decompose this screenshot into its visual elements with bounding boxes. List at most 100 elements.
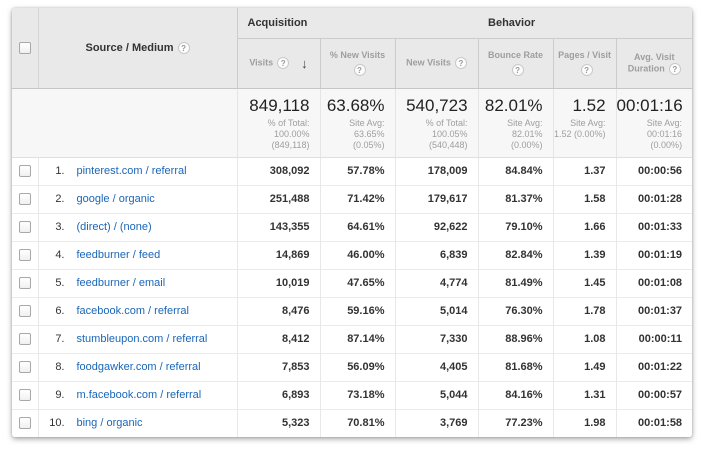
bounce-rate-value: 81.49%	[478, 268, 554, 297]
row-checkbox[interactable]	[18, 193, 31, 206]
table-row: 10. bing / organic 5,323 70.81% 3,769 77.…	[12, 408, 692, 437]
row-checkbox[interactable]	[18, 333, 31, 346]
new-visits-value: 4,774	[395, 268, 479, 297]
col-header-source-medium[interactable]: Source / Medium?	[38, 8, 238, 89]
col-header-bounce-rate[interactable]: Bounce Rate ?	[478, 38, 554, 89]
table-row: 2. google / organic 251,488 71.42% 179,61…	[12, 184, 692, 213]
row-checkbox[interactable]	[18, 417, 31, 430]
row-checkbox[interactable]	[18, 165, 31, 178]
totals-avg-visit-duration: 00:01:16 Site Avg: 00:01:16 (0.00%)	[616, 88, 692, 158]
avg-visit-duration-value: 00:00:11	[616, 324, 692, 353]
help-icon[interactable]: ?	[580, 64, 593, 76]
bounce-rate-value: 79.10%	[478, 212, 554, 241]
analytics-table-card: Source / Medium? Acquisition Behavior Vi…	[12, 8, 692, 437]
avg-visit-duration-value: 00:01:19	[616, 240, 692, 269]
table-row: 4. feedburner / feed 14,869 46.00% 6,839 …	[12, 240, 692, 269]
help-icon[interactable]: ?	[668, 62, 681, 75]
bounce-rate-value: 88.96%	[478, 324, 554, 353]
source-medium-link[interactable]: foodgawker.com / referral	[76, 361, 201, 373]
source-medium-link[interactable]: pinterest.com / referral	[76, 165, 187, 177]
help-icon[interactable]: ?	[511, 64, 524, 76]
totals-new-visits: 540,723 % of Total: 100.05% (540,448)	[395, 88, 479, 158]
new-visits-pct-value: 57.78%	[320, 156, 396, 185]
new-visits-value: 4,405	[395, 352, 479, 381]
avg-visit-duration-value: 00:01:22	[616, 352, 692, 381]
source-medium-link[interactable]: stumbleupon.com / referral	[76, 333, 208, 345]
new-visits-value: 5,014	[395, 296, 479, 325]
row-checkbox[interactable]	[18, 277, 31, 290]
new-visits-pct-value: 73.18%	[320, 380, 396, 409]
row-checkbox-cell	[12, 380, 39, 409]
new-visits-value: 5,044	[395, 380, 479, 409]
bounce-rate-value: 84.16%	[478, 380, 554, 409]
pages-per-visit-value: 1.45	[553, 268, 617, 297]
col-header-visits[interactable]: Visits? ↓	[237, 38, 321, 89]
totals-row: 849,118 % of Total: 100.00% (849,118) 63…	[12, 88, 692, 158]
row-checkbox[interactable]	[18, 361, 31, 374]
source-medium-link[interactable]: m.facebook.com / referral	[76, 389, 202, 401]
visits-value: 6,893	[237, 380, 321, 409]
new-visits-value: 92,622	[395, 212, 479, 241]
row-checkbox[interactable]	[18, 249, 31, 262]
source-medium-link[interactable]: feedburner / feed	[76, 249, 161, 261]
avg-visit-duration-value: 00:01:58	[616, 408, 692, 437]
visits-value: 8,476	[237, 296, 321, 325]
row-checkbox[interactable]	[18, 221, 31, 234]
visits-value: 8,412	[237, 324, 321, 353]
pages-per-visit-value: 1.31	[553, 380, 617, 409]
table-row: 5. feedburner / email 10,019 47.65% 4,774…	[12, 268, 692, 297]
new-visits-value: 3,769	[395, 408, 479, 437]
bounce-rate-value: 81.68%	[478, 352, 554, 381]
new-visits-value: 7,330	[395, 324, 479, 353]
pages-per-visit-value: 1.39	[553, 240, 617, 269]
visits-value: 14,869	[237, 240, 321, 269]
source-medium-link[interactable]: bing / organic	[76, 417, 143, 430]
row-number: 2.	[55, 193, 65, 205]
help-icon[interactable]: ?	[277, 57, 290, 69]
row-checkbox[interactable]	[18, 305, 31, 318]
table-row: 1. pinterest.com / referral 308,092 57.78…	[12, 156, 692, 185]
source-medium-link[interactable]: google / organic	[76, 193, 155, 205]
source-medium-link[interactable]: (direct) / (none)	[76, 221, 152, 233]
help-icon[interactable]: ?	[454, 57, 467, 69]
new-visits-value: 178,009	[395, 156, 479, 185]
new-visits-pct-value: 47.65%	[320, 268, 396, 297]
row-checkbox-cell	[12, 268, 39, 297]
row-number: 4.	[55, 249, 65, 261]
source-medium-link[interactable]: feedburner / email	[76, 277, 166, 289]
sort-desc-icon: ↓	[301, 55, 308, 71]
select-all-checkbox[interactable]	[18, 41, 31, 54]
col-header-new-visits[interactable]: New Visits?	[395, 38, 479, 89]
new-visits-pct-value: 46.00%	[320, 240, 396, 269]
source-cell: 1. pinterest.com / referral	[38, 156, 238, 185]
row-number: 3.	[55, 221, 65, 233]
row-number: 7.	[55, 333, 65, 345]
new-visits-pct-value: 70.81%	[320, 408, 396, 437]
new-visits-pct-value: 64.61%	[320, 212, 396, 241]
new-visits-pct-value: 59.16%	[320, 296, 396, 325]
col-header-avg-visit-duration[interactable]: Avg. Visit Duration?	[616, 38, 692, 89]
bounce-rate-value: 84.84%	[478, 156, 554, 185]
table-row: 6. facebook.com / referral 8,476 59.16% 5…	[12, 296, 692, 325]
row-number: 8.	[55, 361, 65, 373]
source-medium-link[interactable]: facebook.com / referral	[76, 305, 190, 317]
col-header-new-visits-pct[interactable]: % New Visits ?	[320, 38, 396, 89]
group-header-behavior: Behavior	[478, 8, 692, 39]
col-header-pages-per-visit[interactable]: Pages / Visit ?	[553, 38, 617, 89]
source-medium-label: Source / Medium	[85, 41, 174, 54]
new-visits-value: 6,839	[395, 240, 479, 269]
source-cell: 2. google / organic	[38, 184, 238, 213]
pages-per-visit-value: 1.58	[553, 184, 617, 213]
totals-new-visits-pct: 63.68% Site Avg: 63.65% (0.05%)	[320, 88, 396, 158]
help-icon[interactable]: ?	[353, 64, 366, 76]
pages-per-visit-value: 1.78	[553, 296, 617, 325]
row-number: 10.	[49, 417, 65, 430]
source-medium-table: Source / Medium? Acquisition Behavior Vi…	[12, 8, 692, 437]
visits-value: 308,092	[237, 156, 321, 185]
select-all-checkbox-cell	[12, 8, 39, 89]
row-checkbox[interactable]	[18, 389, 31, 402]
visits-value: 251,488	[237, 184, 321, 213]
source-cell: 4. feedburner / feed	[38, 240, 238, 269]
table-row: 3. (direct) / (none) 143,355 64.61% 92,62…	[12, 212, 692, 241]
help-icon[interactable]: ?	[177, 41, 190, 54]
